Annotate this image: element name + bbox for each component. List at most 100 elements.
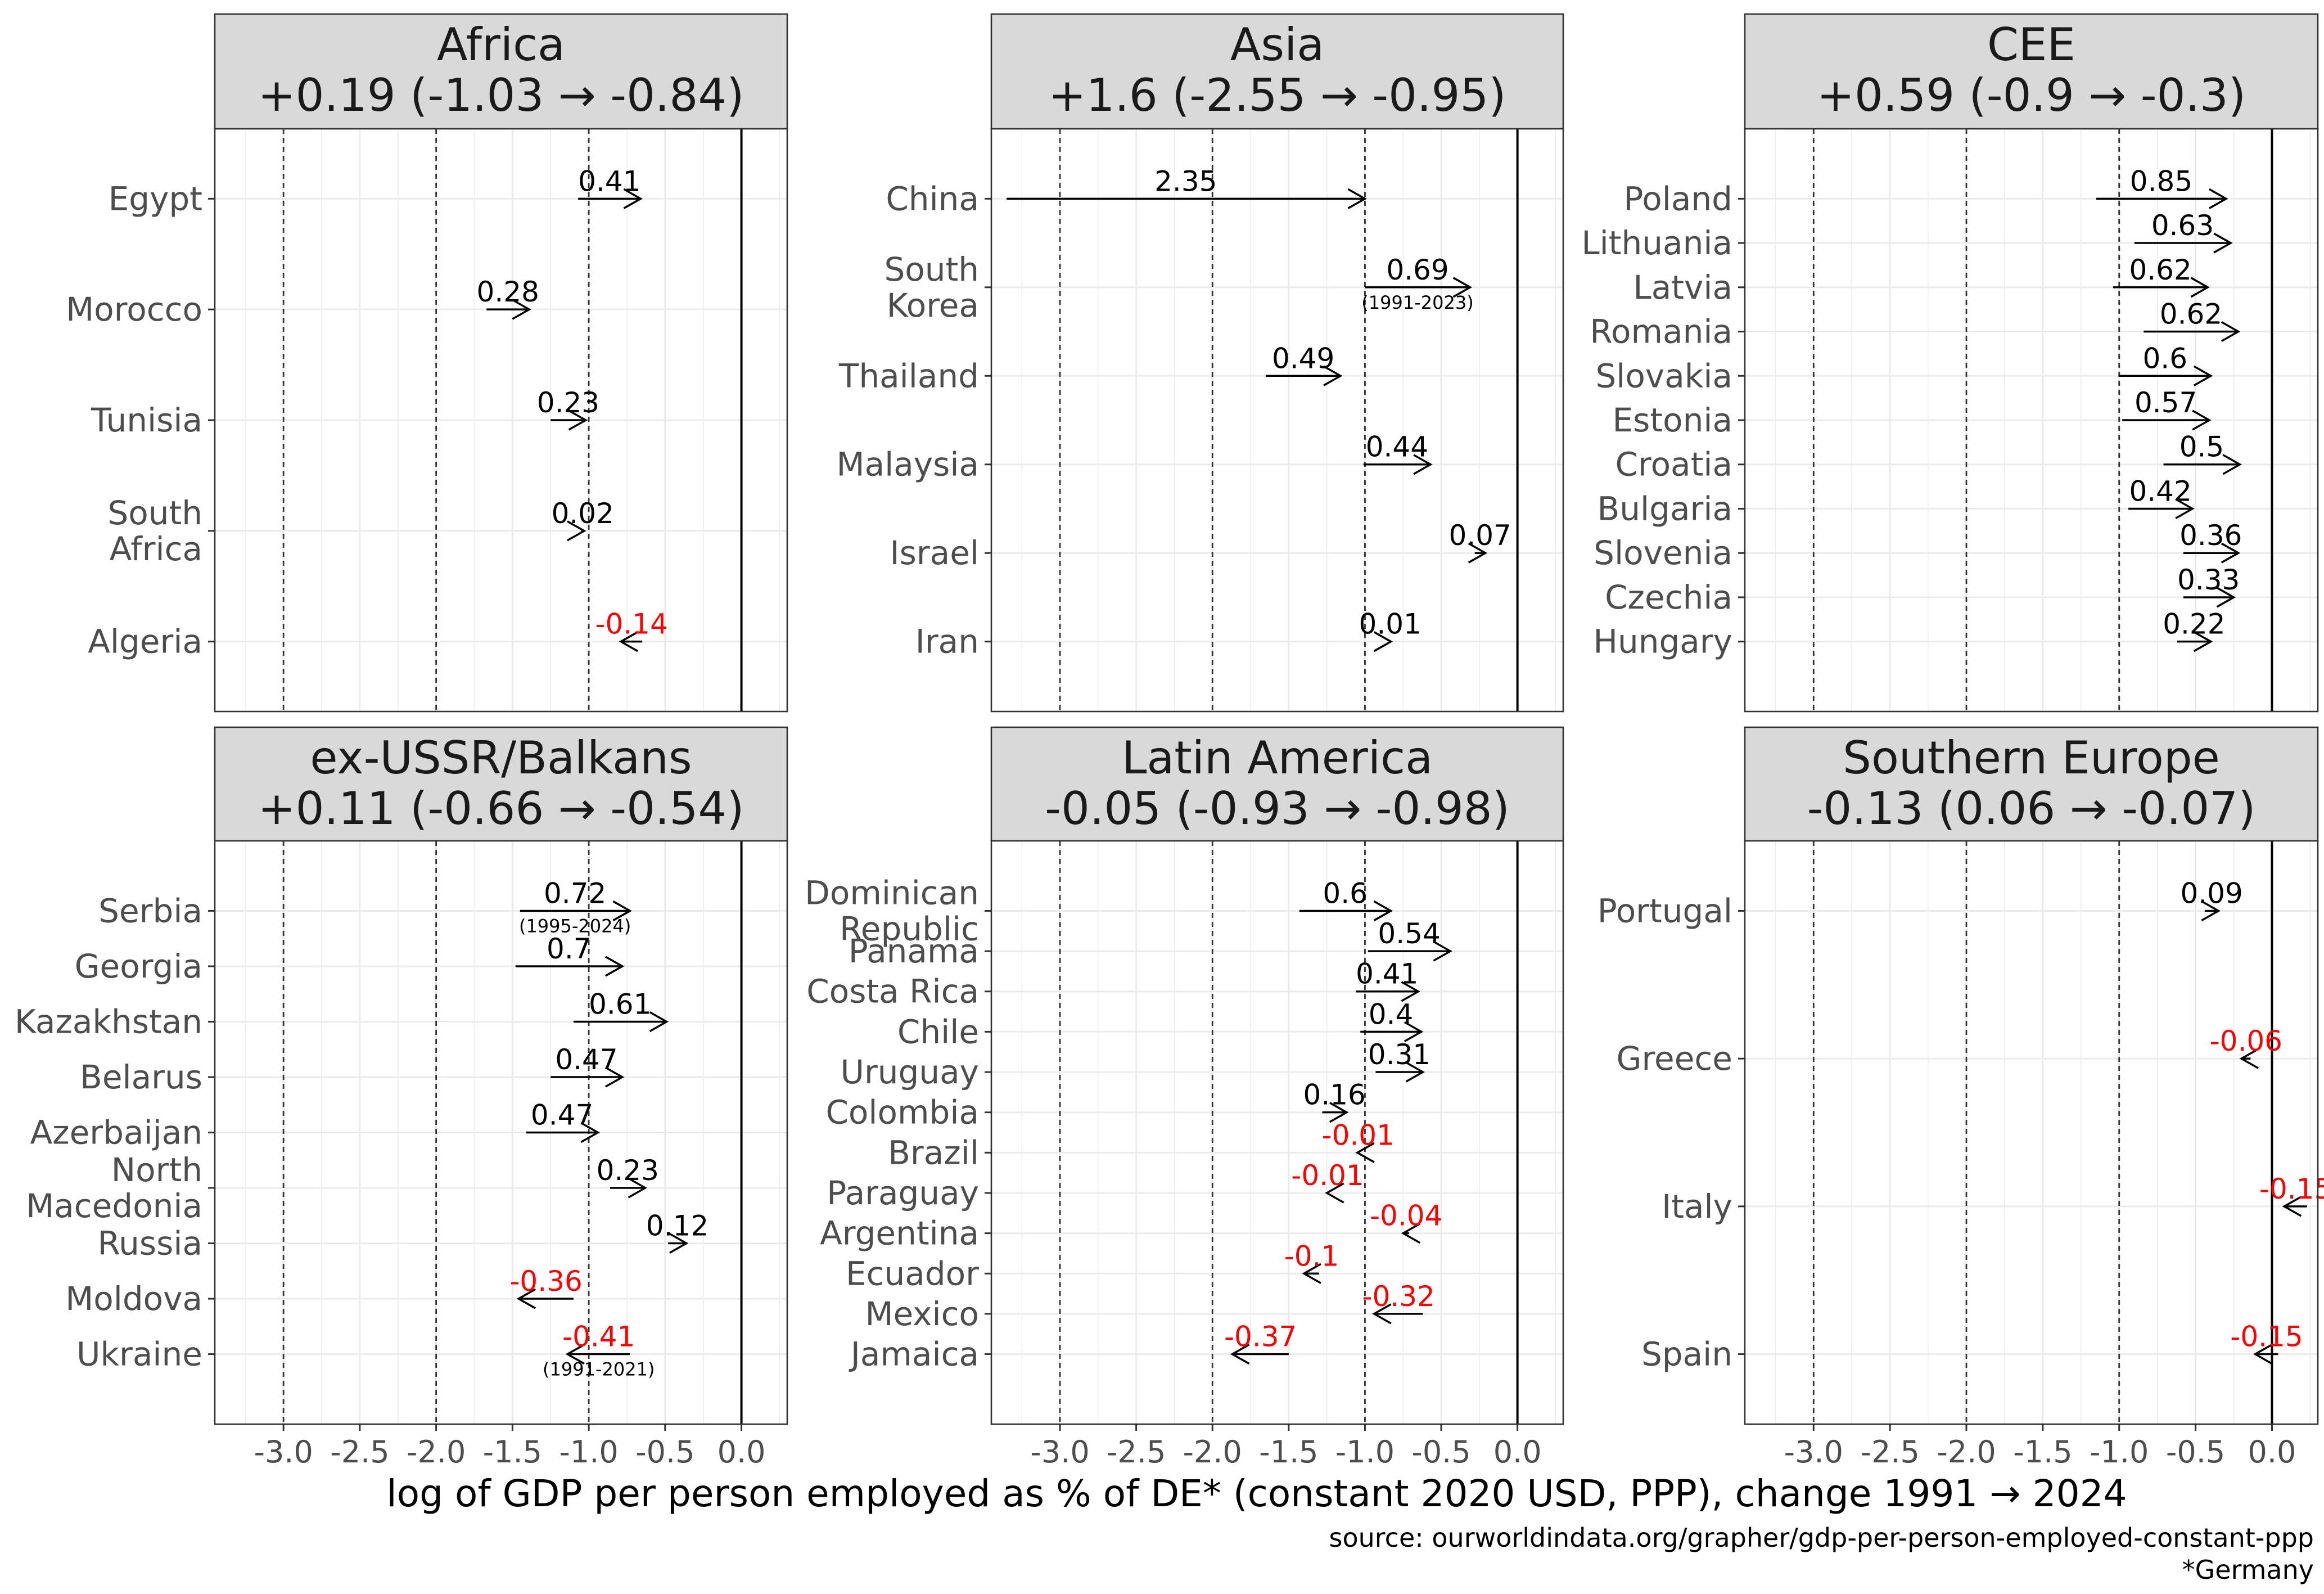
x-tick-label: -3.0 — [254, 1434, 313, 1470]
arrow-head — [2213, 232, 2233, 254]
x-tick-label: -1.0 — [2090, 1434, 2149, 1470]
country-label-line: Dominican — [805, 873, 979, 912]
x-tick-label: -2.0 — [1183, 1434, 1242, 1470]
arrow-head — [2216, 587, 2236, 608]
arrow-head — [2221, 321, 2241, 343]
country-label-line: Costa Rica — [806, 972, 979, 1011]
x-tick-label: -0.5 — [2166, 1434, 2225, 1470]
panel-summary: -0.13 (0.06 → -0.07) — [1807, 782, 2256, 835]
country-label: Serbia — [98, 891, 202, 930]
value-label: 0.42 — [2129, 475, 2191, 507]
arrow-head — [1325, 1182, 1344, 1204]
arrow-head — [1401, 981, 1420, 1002]
arrow-head — [604, 1066, 625, 1088]
country-label: Algeria — [88, 623, 202, 661]
country-label: Tunisia — [91, 401, 202, 439]
country-label: South Korea — [884, 250, 979, 325]
x-tick-label: -2.5 — [330, 1434, 389, 1470]
arrow-head — [1401, 1223, 1421, 1244]
country-label: South Africa — [107, 494, 202, 568]
country-label: Paraguay — [827, 1174, 979, 1212]
arrow-head — [2253, 1344, 2273, 1365]
country-label: Spain — [1641, 1335, 1732, 1374]
arrow-head — [2282, 1196, 2302, 1217]
panel-2: CEE+0.59 (-0.9 → -0.3) 0.85 Poland 0.63 Lith… — [1581, 13, 2319, 713]
country-label-line: Latvia — [1633, 268, 1732, 307]
value-label: 0.41 — [1356, 958, 1418, 990]
panel-title: Africa — [437, 19, 565, 71]
panel-title: Southern Europe — [1843, 732, 2220, 784]
value-label: 0.02 — [552, 497, 614, 530]
panel-border — [990, 128, 1564, 713]
panel-3: ex-USSR/Balkans+0.11 (-0.66 → -0.54) 0.72… — [15, 726, 788, 1470]
value-label: -0.04 — [1370, 1200, 1442, 1232]
x-tick-label: 0.0 — [717, 1434, 766, 1470]
value-label: 0.61 — [589, 988, 651, 1020]
value-label: -0.36 — [509, 1265, 582, 1298]
arrow-head — [612, 900, 632, 921]
country-label-line: Mexico — [865, 1295, 979, 1333]
country-label: Czechia — [1605, 578, 1732, 616]
value-label: -0.15 — [2230, 1321, 2303, 1353]
country-label: Poland — [1623, 179, 1732, 218]
country-label: Georgia — [75, 947, 202, 985]
country-label-line: Chile — [897, 1012, 979, 1051]
country-label-line: Georgia — [75, 947, 202, 985]
country-label: North Macedonia — [26, 1151, 202, 1225]
panel-summary: -0.05 (-0.93 → -0.98) — [1045, 782, 1510, 835]
panel-background — [991, 841, 1563, 1424]
arrow-head — [567, 520, 586, 542]
country-label-line: Estonia — [1612, 401, 1732, 439]
value-label: 0.85 — [2130, 165, 2192, 197]
country-label: Morocco — [66, 290, 202, 328]
x-tick-label: -2.5 — [1860, 1434, 1919, 1470]
arrow-head — [2190, 277, 2210, 298]
arrow-head — [1302, 1263, 1321, 1284]
country-label: Iran — [915, 623, 979, 661]
x-axis-title: log of GDP per person employed as % of D… — [386, 1472, 2127, 1515]
panel-strip — [1744, 13, 2319, 130]
arrow-head — [1329, 1102, 1349, 1123]
country-label: Brazil — [888, 1133, 979, 1172]
arrow-head — [1404, 1021, 1424, 1042]
country-label: Romania — [1590, 313, 1732, 351]
panel-0: Africa+0.19 (-1.03 → -0.84)0.41Egypt0.28… — [66, 13, 788, 713]
panel-5: Southern Europe-0.13 (0.06 → -0.07) 0.09 P… — [1598, 726, 2324, 1470]
country-label: Ecuador — [846, 1254, 979, 1293]
arrow-head — [1405, 1061, 1425, 1083]
value-label: -0.15 — [2259, 1173, 2324, 1205]
country-label-line: Ukraine — [76, 1335, 202, 1374]
value-label: -0.41 — [562, 1321, 635, 1353]
arrow-head — [1372, 1303, 1392, 1325]
country-label-line: Azerbaijan — [30, 1114, 202, 1152]
value-label: -0.06 — [2210, 1025, 2282, 1057]
panel-border — [214, 128, 788, 713]
arrow-head — [1468, 542, 1488, 564]
x-tick-label: -1.5 — [1259, 1434, 1318, 1470]
value-label: 0.62 — [2129, 254, 2191, 286]
country-label: Uruguay — [841, 1053, 980, 1091]
period-note: (1995-2024) — [519, 915, 631, 936]
arrow-head — [1323, 365, 1343, 386]
value-label: -0.01 — [1291, 1159, 1364, 1192]
x-tick-label: -3.0 — [1784, 1434, 1843, 1470]
country-label-line: Belarus — [80, 1058, 202, 1096]
country-label: Argentina — [820, 1214, 979, 1253]
panel-summary: +0.11 (-0.66 → -0.54) — [258, 782, 744, 835]
country-label: Croatia — [1615, 445, 1733, 484]
country-label-line: Algeria — [88, 623, 202, 661]
country-label-line: Russia — [97, 1224, 202, 1263]
panel-strip — [990, 13, 1564, 130]
country-label-line: Czechia — [1605, 578, 1732, 616]
country-label: Mexico — [865, 1295, 979, 1333]
country-label: Russia — [97, 1224, 202, 1263]
country-label-line: Egypt — [109, 179, 202, 218]
country-label-line: Italy — [1662, 1187, 1732, 1226]
arrow-head — [580, 1122, 600, 1143]
value-label: 0.31 — [1368, 1038, 1430, 1071]
value-label: 0.7 — [547, 933, 592, 965]
country-label-line: Israel — [890, 534, 979, 572]
arrow-head — [2222, 454, 2242, 475]
arrow-head — [1355, 1142, 1375, 1163]
country-label-line: Morocco — [66, 290, 202, 328]
